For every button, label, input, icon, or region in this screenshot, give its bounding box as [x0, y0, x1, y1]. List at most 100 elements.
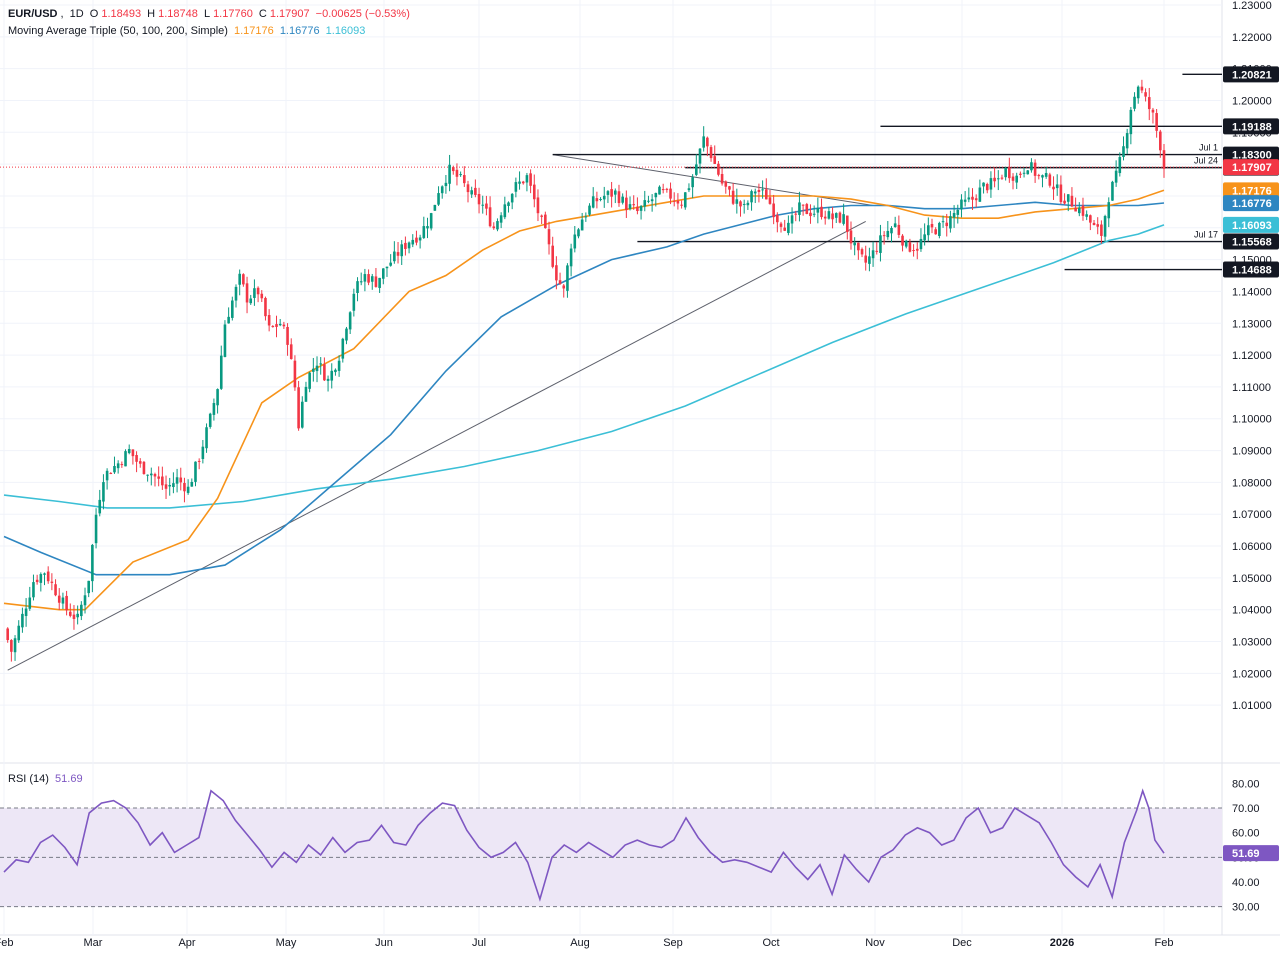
candle-body	[308, 372, 311, 389]
candle-body	[834, 213, 838, 218]
candle-body	[599, 198, 602, 200]
price-tick-label: 1.12000	[1232, 350, 1272, 362]
rsi-tick-label: 30.00	[1232, 902, 1260, 914]
candle-body	[849, 230, 853, 244]
candle-body	[422, 226, 426, 238]
candle-body	[35, 579, 39, 583]
candle-body	[363, 274, 367, 282]
candle-body	[993, 177, 996, 182]
price-tick-label: 1.14000	[1232, 286, 1272, 298]
timeframe[interactable]: 1D	[69, 8, 84, 20]
candle-body	[72, 614, 76, 619]
candle-body	[481, 204, 485, 206]
price-axis[interactable]: 1.230001.220001.210001.200001.190001.180…	[1232, 0, 1272, 914]
time-tick-label: Oct	[762, 937, 779, 949]
rsi-legend[interactable]: RSI (14) 51.69	[8, 773, 86, 785]
candle-body	[367, 274, 370, 283]
level-price-label-bg	[1223, 66, 1279, 83]
candle-body	[1015, 175, 1018, 183]
candle-body	[205, 427, 208, 449]
candle-body	[91, 544, 94, 582]
candle-body	[1000, 177, 1004, 179]
candle-body	[709, 147, 713, 159]
candle-body	[260, 293, 264, 299]
symbol-name[interactable]: EUR/USD	[8, 8, 58, 20]
candle-body	[1136, 86, 1140, 99]
rsi-line	[3, 788, 1165, 902]
candle-body	[949, 216, 952, 229]
candle-body	[1111, 181, 1114, 201]
candle-body	[297, 387, 300, 429]
candle-body	[643, 200, 647, 207]
candle-body	[153, 473, 157, 477]
candle-body	[400, 244, 404, 257]
candle-body	[971, 196, 974, 200]
candle-body	[978, 187, 982, 202]
candle-body	[120, 464, 124, 466]
candle-body	[794, 213, 798, 215]
candle-body	[790, 215, 794, 224]
candle-body	[429, 213, 433, 229]
candle-body	[1063, 200, 1066, 204]
candle-body	[1155, 113, 1158, 131]
level-price-label-bg	[1223, 233, 1279, 250]
candle-body	[208, 413, 212, 427]
candle-body	[875, 250, 879, 252]
candle-body	[768, 197, 772, 204]
time-axis[interactable]: Feb Mar Apr May Jun Jul Aug Sep Oct Nov Dec 2026 Feb	[0, 937, 1173, 949]
level-price-label-bg	[1223, 118, 1279, 135]
candle-body	[625, 197, 628, 211]
candle-body	[661, 189, 665, 191]
candle-body	[507, 202, 510, 206]
candle-body	[437, 193, 440, 205]
rsi-tick-label: 80.00	[1232, 778, 1260, 790]
symbol-separator: ,	[60, 8, 64, 20]
candle-body	[617, 191, 621, 204]
candle-body	[65, 595, 68, 611]
trendline	[7, 220, 866, 671]
candle-body	[275, 324, 278, 327]
candle-body	[540, 215, 543, 217]
candle-body	[61, 597, 65, 604]
candle-body	[908, 242, 912, 252]
candle-body	[680, 204, 683, 206]
candle-body	[28, 597, 32, 609]
ma-legend[interactable]: Moving Average Triple (50, 100, 200, Sim…	[8, 25, 368, 37]
ma50-value: 1.17176	[233, 25, 274, 37]
candle-body	[544, 214, 547, 229]
ma-title: Moving Average Triple (50, 100, 200, Sim…	[8, 25, 228, 37]
candle-body	[356, 281, 359, 294]
candle-body	[249, 298, 253, 304]
candle-body	[1004, 167, 1007, 178]
candle-body	[105, 470, 109, 481]
candle-body	[757, 189, 761, 192]
candle-body	[731, 190, 735, 204]
candle-body	[636, 206, 639, 212]
candle-body	[945, 222, 949, 227]
candle-body	[890, 228, 893, 234]
candle-body	[245, 283, 249, 303]
ma100-value: 1.16776	[279, 25, 320, 37]
time-tick-label: Mar	[84, 937, 103, 949]
candle-body	[271, 326, 275, 328]
price-tick-label: 1.04000	[1232, 605, 1272, 617]
candle-body	[1092, 222, 1096, 226]
candle-body	[930, 223, 934, 228]
candle-body	[1125, 133, 1129, 149]
rsi-current-label-bg	[1223, 845, 1279, 862]
candle-body	[57, 595, 61, 603]
candle-body	[1074, 207, 1077, 212]
candle-body	[378, 277, 381, 288]
candle-body	[238, 273, 241, 285]
candle-body	[1022, 172, 1026, 174]
candle-body	[514, 182, 518, 192]
candle-body	[304, 386, 308, 402]
candle-body	[1162, 150, 1166, 169]
candle-body	[315, 365, 319, 372]
candle-body	[374, 276, 378, 287]
candle-body	[415, 237, 418, 243]
candle-body	[1052, 186, 1055, 190]
level-price-label: 1.18300	[1232, 150, 1272, 162]
